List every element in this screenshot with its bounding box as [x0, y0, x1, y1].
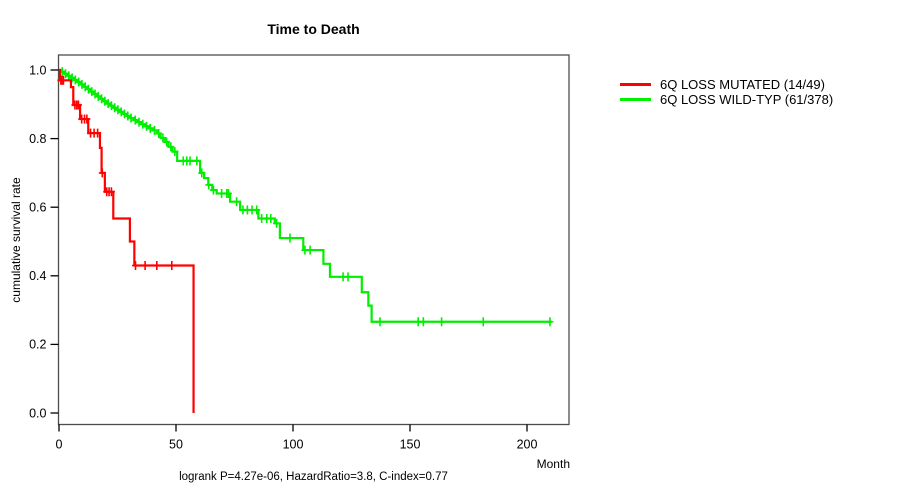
x-tick-label: 0: [56, 438, 63, 452]
legend-label-wildtype: 6Q LOSS WILD-TYP (61/378): [660, 92, 834, 107]
y-tick-label: 0.0: [29, 406, 46, 420]
y-tick-label: 0.6: [29, 201, 46, 215]
stats-caption: logrank P=4.27e-06, HazardRatio=3.8, C-i…: [179, 471, 448, 483]
y-tick-label: 0.4: [29, 269, 46, 283]
survival-curve-6q-loss-wild-typ-61-378: [59, 68, 552, 323]
x-tick-label: 200: [517, 438, 538, 452]
y-tick-label: 0.2: [29, 338, 46, 352]
y-tick-label: 0.8: [29, 132, 46, 146]
x-tick-label: 150: [400, 438, 421, 452]
legend-line-red-icon: [620, 83, 651, 86]
x-tick-label: 50: [169, 438, 183, 452]
x-axis-title: Month: [536, 457, 570, 471]
chart-title: Time to Death: [267, 21, 360, 37]
legend-line-green-icon: [620, 98, 651, 101]
plot-border: [57, 54, 570, 426]
legend-item-wildtype: 6Q LOSS WILD-TYP (61/378): [620, 92, 833, 107]
legend-label-mutated: 6Q LOSS MUTATED (14/49): [660, 77, 825, 92]
legend: 6Q LOSS MUTATED (14/49) 6Q LOSS WILD-TYP…: [620, 77, 833, 107]
y-tick-label: 1.0: [29, 63, 46, 77]
survival-curve-6q-loss-mutated-14-49: [58, 68, 195, 413]
x-tick-label: 100: [283, 438, 304, 452]
legend-item-mutated: 6Q LOSS MUTATED (14/49): [620, 77, 833, 92]
